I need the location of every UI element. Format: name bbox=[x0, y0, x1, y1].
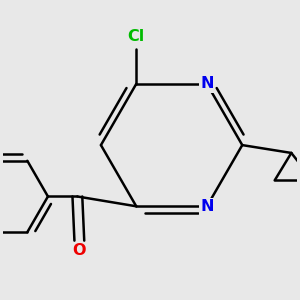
Text: N: N bbox=[200, 199, 214, 214]
Text: Cl: Cl bbox=[128, 29, 145, 44]
Text: O: O bbox=[73, 243, 86, 258]
Text: N: N bbox=[200, 76, 214, 92]
